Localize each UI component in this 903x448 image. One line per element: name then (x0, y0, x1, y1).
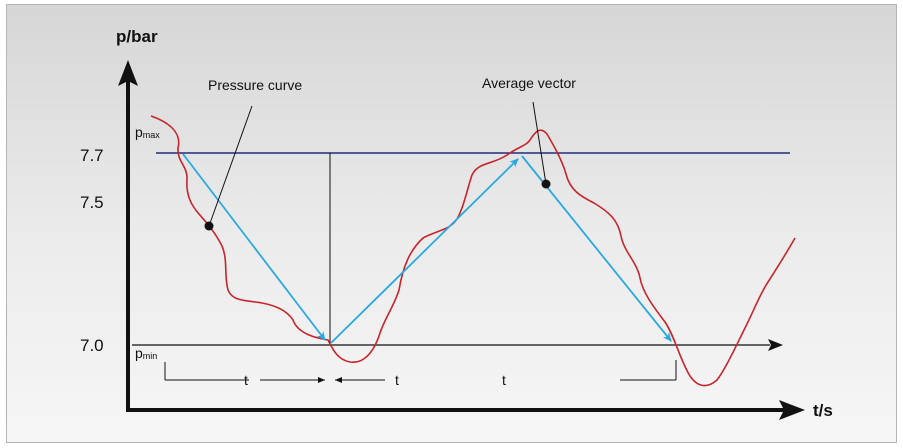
average-vector-dot (541, 179, 551, 189)
y-axis-label: p/bar (116, 27, 158, 46)
pressure-curve-dot (204, 221, 214, 231)
pressure-curve-annotation: Pressure curve (208, 77, 302, 93)
pmin-label: pmin (135, 345, 157, 361)
y-tick-7-5: 7.5 (80, 193, 104, 212)
y-tick-7-0: 7.0 (80, 336, 104, 355)
pressure-curve (150, 115, 796, 387)
pressure-curve-leader (208, 105, 253, 227)
average-vector-annotation: Average vector (482, 75, 576, 91)
pmin-baseline-arrowhead (768, 339, 783, 351)
pmax-label: pmax (135, 124, 160, 140)
average-vector-2 (330, 158, 519, 344)
interval-label-2: t (395, 372, 399, 388)
x-axis-label: t/s (813, 401, 833, 420)
interval-label-1: t (244, 372, 248, 388)
pmin-base: p (135, 345, 143, 361)
pmax-sub: max (143, 130, 161, 140)
y-tick-7-7: 7.7 (80, 146, 104, 165)
pmax-base: p (135, 124, 143, 140)
average-vector-leader (532, 101, 547, 185)
pmin-sub: min (143, 351, 158, 361)
x-axis-arrowhead (779, 400, 805, 420)
average-vector-1 (182, 153, 326, 341)
interval-label-3: t (502, 372, 506, 388)
y-axis-arrowhead (118, 60, 138, 86)
